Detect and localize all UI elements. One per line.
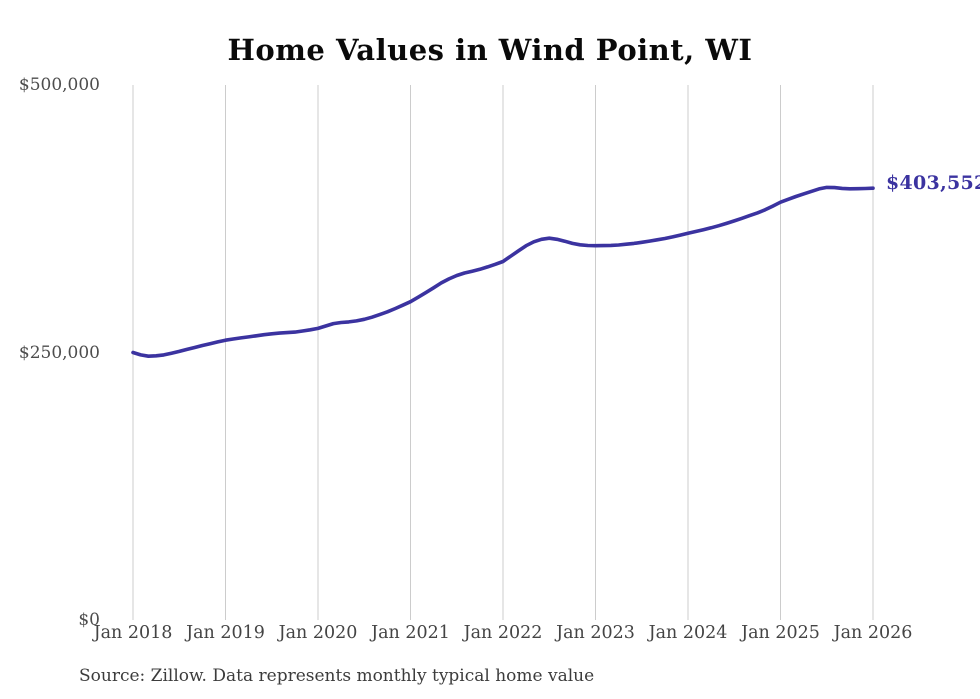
y-tick-label: $250,000 xyxy=(18,342,100,363)
chart-title: Home Values in Wind Point, WI xyxy=(227,33,753,67)
x-tick-label: Jan 2020 xyxy=(278,623,358,643)
y-tick-label: $500,000 xyxy=(18,75,100,95)
source-note: Source: Zillow. Data represents monthly … xyxy=(79,666,595,686)
x-tick-label: Jan 2024 xyxy=(648,623,728,643)
x-tick-label: Jan 2018 xyxy=(93,623,173,643)
home-value-line xyxy=(131,185,875,358)
x-tick-label: Jan 2022 xyxy=(463,623,543,643)
x-tick-label: Jan 2021 xyxy=(371,623,450,643)
x-tick-label: Jan 2023 xyxy=(556,623,635,643)
end-value-label: $403,552 xyxy=(886,172,980,194)
gridlines-group xyxy=(132,85,874,620)
x-tick-label: Jan 2019 xyxy=(186,623,265,643)
x-tick-label: Jan 2025 xyxy=(741,623,820,643)
x-tick-label: Jan 2026 xyxy=(833,623,913,643)
y-tick-label: $0 xyxy=(78,610,100,630)
